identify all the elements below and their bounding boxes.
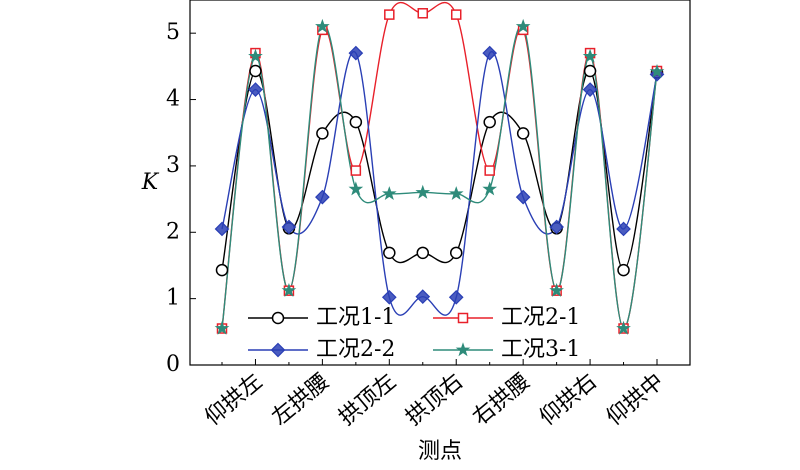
- x-tick-label: 仰拱左: [201, 369, 268, 431]
- marker: [348, 181, 364, 196]
- marker: [616, 320, 631, 335]
- marker: [549, 282, 564, 297]
- marker: [457, 312, 469, 324]
- y-axis-label: K: [141, 170, 160, 195]
- marker: [649, 63, 665, 78]
- marker: [215, 263, 229, 277]
- marker: [214, 320, 230, 335]
- x-tick-label: 拱顶左: [334, 369, 401, 431]
- legend-label: 工况2-1: [501, 305, 580, 330]
- y-tick-label: 4: [166, 87, 180, 112]
- y-tick-label: 3: [166, 153, 180, 178]
- marker: [281, 282, 297, 297]
- legend-label: 工况2-2: [316, 337, 395, 362]
- marker: [483, 115, 496, 129]
- y-tick-label: 1: [166, 286, 180, 311]
- x-axis-label: 测点: [418, 439, 462, 464]
- series-line: [221, 70, 658, 271]
- marker: [415, 184, 431, 199]
- y-tick-label: 2: [166, 219, 180, 244]
- y-tick-label: 0: [166, 352, 180, 377]
- marker: [315, 189, 330, 205]
- marker: [248, 82, 263, 97]
- marker: [416, 246, 430, 260]
- marker: [349, 115, 363, 129]
- marker: [383, 246, 396, 260]
- marker: [350, 165, 362, 176]
- marker: [515, 189, 531, 205]
- marker: [516, 127, 530, 140]
- marker: [384, 9, 395, 20]
- x-tick-label: 右拱腰: [468, 369, 535, 431]
- marker: [249, 64, 262, 78]
- x-tick-label: 仰拱中: [602, 369, 669, 431]
- x-tick-label: 拱顶右: [401, 369, 468, 431]
- marker: [582, 82, 598, 97]
- marker: [482, 181, 498, 196]
- x-tick-label: 仰拱右: [535, 369, 602, 431]
- marker: [448, 289, 464, 305]
- marker: [455, 342, 471, 357]
- marker: [549, 219, 564, 235]
- marker: [415, 289, 431, 304]
- legend: 工况1-1 工况2-1 工况2-2 工况3-1: [248, 305, 580, 362]
- marker: [271, 311, 285, 325]
- x-tick-label: 左拱腰: [267, 369, 334, 431]
- marker: [484, 165, 495, 176]
- marker: [515, 18, 531, 33]
- marker: [381, 186, 397, 201]
- marker: [348, 45, 364, 61]
- marker: [582, 48, 598, 63]
- marker: [448, 186, 464, 201]
- marker: [381, 289, 397, 305]
- marker: [583, 64, 597, 78]
- marker: [482, 45, 498, 61]
- marker: [281, 219, 297, 235]
- y-tick-label: 5: [166, 20, 180, 45]
- marker: [450, 9, 462, 20]
- marker: [449, 246, 463, 260]
- plot-frame: [189, 0, 691, 366]
- marker: [417, 8, 429, 19]
- marker: [248, 48, 263, 63]
- marker: [616, 221, 631, 237]
- marker: [315, 18, 330, 33]
- marker: [316, 127, 329, 140]
- marker: [214, 221, 230, 237]
- legend-label: 工况3-1: [501, 337, 580, 362]
- marker: [270, 342, 286, 358]
- marker: [617, 263, 630, 277]
- legend-label: 工况1-1: [316, 305, 395, 330]
